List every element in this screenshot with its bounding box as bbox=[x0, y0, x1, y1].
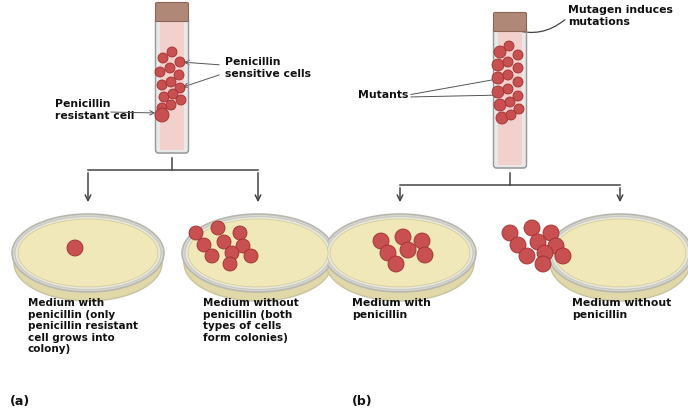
Text: Mutagen induces
mutations: Mutagen induces mutations bbox=[568, 5, 673, 27]
Circle shape bbox=[414, 233, 430, 249]
Circle shape bbox=[158, 53, 168, 63]
Circle shape bbox=[157, 80, 167, 90]
Circle shape bbox=[400, 242, 416, 258]
Ellipse shape bbox=[548, 214, 688, 292]
FancyBboxPatch shape bbox=[155, 2, 189, 22]
Circle shape bbox=[537, 245, 553, 261]
Text: (a): (a) bbox=[10, 395, 30, 408]
Circle shape bbox=[492, 86, 504, 98]
Circle shape bbox=[510, 237, 526, 253]
Circle shape bbox=[502, 225, 518, 241]
Circle shape bbox=[175, 57, 185, 67]
Circle shape bbox=[492, 72, 504, 84]
Ellipse shape bbox=[326, 225, 474, 301]
Ellipse shape bbox=[551, 216, 688, 290]
Text: Medium with
penicillin (only
penicillin resistant
cell grows into
colony): Medium with penicillin (only penicillin … bbox=[28, 298, 138, 354]
Circle shape bbox=[503, 84, 513, 94]
Circle shape bbox=[417, 247, 433, 263]
Ellipse shape bbox=[184, 225, 332, 301]
Circle shape bbox=[492, 59, 504, 71]
Text: Medium without
penicillin: Medium without penicillin bbox=[572, 298, 671, 319]
Ellipse shape bbox=[12, 214, 164, 292]
Circle shape bbox=[513, 77, 523, 87]
FancyBboxPatch shape bbox=[498, 31, 522, 165]
Circle shape bbox=[166, 77, 176, 87]
Ellipse shape bbox=[554, 219, 686, 287]
Text: (b): (b) bbox=[352, 395, 373, 408]
Text: Mutants: Mutants bbox=[358, 90, 409, 100]
Circle shape bbox=[496, 112, 508, 124]
Circle shape bbox=[513, 91, 523, 101]
Text: Penicillin
resistant cell: Penicillin resistant cell bbox=[55, 99, 134, 121]
FancyBboxPatch shape bbox=[493, 27, 526, 168]
Ellipse shape bbox=[182, 214, 334, 292]
Circle shape bbox=[395, 229, 411, 245]
Ellipse shape bbox=[324, 214, 476, 292]
Circle shape bbox=[244, 249, 258, 263]
Ellipse shape bbox=[185, 216, 331, 290]
Text: Medium with
penicillin: Medium with penicillin bbox=[352, 298, 431, 319]
Circle shape bbox=[514, 104, 524, 114]
Text: Medium without
penicillin (both
types of cells
form colonies): Medium without penicillin (both types of… bbox=[203, 298, 299, 343]
Circle shape bbox=[535, 256, 551, 272]
Circle shape bbox=[503, 57, 513, 67]
Circle shape bbox=[506, 110, 516, 120]
Circle shape bbox=[225, 246, 239, 260]
Circle shape bbox=[504, 41, 514, 51]
Circle shape bbox=[505, 97, 515, 107]
Circle shape bbox=[175, 83, 185, 93]
Circle shape bbox=[165, 63, 175, 73]
Ellipse shape bbox=[18, 219, 158, 287]
Circle shape bbox=[167, 47, 177, 57]
Circle shape bbox=[67, 240, 83, 256]
Circle shape bbox=[494, 99, 506, 111]
Circle shape bbox=[555, 248, 571, 264]
Circle shape bbox=[159, 92, 169, 102]
Circle shape bbox=[503, 70, 513, 80]
Circle shape bbox=[205, 249, 219, 263]
Circle shape bbox=[189, 226, 203, 240]
Circle shape bbox=[530, 234, 546, 250]
Circle shape bbox=[211, 221, 225, 235]
Circle shape bbox=[380, 245, 396, 261]
Circle shape bbox=[513, 50, 523, 60]
FancyBboxPatch shape bbox=[493, 12, 526, 32]
Circle shape bbox=[388, 256, 404, 272]
Ellipse shape bbox=[15, 216, 161, 290]
Circle shape bbox=[166, 100, 176, 110]
FancyBboxPatch shape bbox=[160, 21, 184, 150]
Circle shape bbox=[524, 220, 540, 236]
Text: Penicillin
sensitive cells: Penicillin sensitive cells bbox=[225, 57, 311, 79]
Circle shape bbox=[223, 257, 237, 271]
Circle shape bbox=[373, 233, 389, 249]
Circle shape bbox=[155, 67, 165, 77]
Ellipse shape bbox=[550, 225, 688, 301]
Circle shape bbox=[494, 46, 506, 58]
Circle shape bbox=[548, 238, 564, 254]
Circle shape bbox=[174, 70, 184, 80]
Circle shape bbox=[168, 89, 178, 99]
Circle shape bbox=[217, 235, 231, 249]
Circle shape bbox=[236, 239, 250, 253]
Circle shape bbox=[513, 63, 523, 73]
FancyBboxPatch shape bbox=[155, 17, 189, 153]
Ellipse shape bbox=[188, 219, 328, 287]
Ellipse shape bbox=[327, 216, 473, 290]
Circle shape bbox=[157, 103, 167, 113]
Ellipse shape bbox=[14, 225, 162, 301]
Circle shape bbox=[543, 225, 559, 241]
Circle shape bbox=[197, 238, 211, 252]
Circle shape bbox=[176, 95, 186, 105]
Circle shape bbox=[519, 248, 535, 264]
Ellipse shape bbox=[330, 219, 470, 287]
Circle shape bbox=[155, 108, 169, 122]
Circle shape bbox=[233, 226, 247, 240]
